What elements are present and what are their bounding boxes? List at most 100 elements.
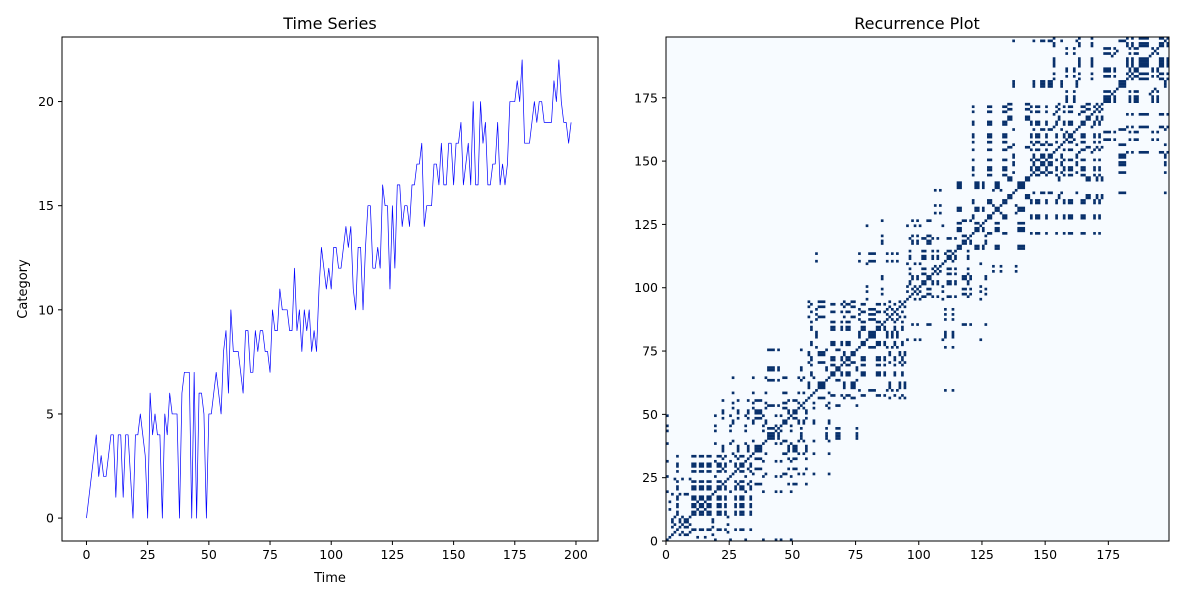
recurrence-cell [830, 325, 836, 329]
recurrence-cell [1040, 161, 1046, 164]
recurrence-cell [734, 505, 737, 509]
recurrence-cell [911, 287, 914, 291]
recurrence-cell [810, 302, 813, 306]
recurrence-cell [1029, 201, 1033, 205]
recurrence-cell [971, 148, 975, 152]
recurrence-cell [971, 110, 975, 114]
recurrence-cell [1062, 133, 1066, 136]
recurrence-cell [984, 242, 988, 245]
recurrence-cell [883, 302, 887, 306]
recurrence-plot-frame [665, 36, 1170, 542]
recurrence-cell [931, 272, 935, 276]
recurrence-cell [906, 338, 909, 342]
recurrence-cell [1156, 97, 1160, 101]
recurrence-cell [936, 249, 940, 253]
recurrence-cell [1012, 39, 1015, 43]
recurrence-cell [1052, 44, 1056, 48]
recurrence-cell [865, 290, 869, 293]
recurrence-cell [746, 409, 750, 412]
recurrence-cell [1024, 115, 1031, 119]
recurrence-cell [868, 345, 876, 349]
recurrence-cell [827, 419, 831, 423]
recurrence-cell [845, 343, 851, 347]
recurrence-cell [1052, 37, 1056, 40]
recurrence-cell [1151, 67, 1154, 71]
recurrence-cell [1080, 173, 1086, 177]
recurrence-cell [1072, 97, 1076, 101]
recurrence-cell [893, 343, 897, 347]
recurrence-cell [954, 280, 957, 283]
recurrence-cell [817, 315, 826, 319]
recurrence-cell [1156, 90, 1160, 93]
recurrence-cell [875, 371, 881, 374]
recurrence-cell [1062, 158, 1066, 162]
recurrence-cell [936, 272, 940, 276]
recurrence-cell [1151, 130, 1154, 134]
recurrence-cell [807, 300, 811, 304]
recurrence-cell [825, 427, 828, 430]
y-tick-label: 0 [46, 511, 54, 526]
recurrence-cell [1138, 77, 1149, 81]
recurrence-cell [971, 214, 975, 217]
recurrence-cell [767, 368, 775, 372]
recurrence-cell [875, 394, 881, 397]
recurrence-cell [817, 383, 826, 387]
recurrence-cell [987, 201, 993, 205]
recurrence-cell [671, 533, 674, 537]
recurrence-cell [954, 257, 957, 261]
recurrence-cell [913, 285, 917, 288]
recurrence-cell [883, 310, 887, 314]
recurrence-cell [835, 437, 841, 440]
recurrence-cell [938, 211, 942, 215]
recurrence-cell [1163, 39, 1167, 43]
recurrence-cell [1057, 194, 1061, 197]
recurrence-cell [875, 363, 881, 367]
recurrence-cell [1151, 90, 1154, 93]
recurrence-cell [1024, 194, 1031, 197]
recurrence-cell [901, 343, 904, 347]
recurrence-cell [779, 424, 783, 428]
recurrence-cell [1098, 168, 1101, 172]
recurrence-cell [1052, 112, 1056, 116]
recurrence-cell [815, 313, 818, 316]
recurrence-cell [961, 275, 967, 278]
recurrence-cell [767, 348, 775, 352]
recurrence-cell [1138, 125, 1149, 129]
recurrence-cell [1029, 199, 1033, 202]
recurrence-cell [835, 404, 841, 407]
recurrence-cell [1151, 74, 1154, 78]
recurrence-cell [1045, 173, 1048, 177]
recurrence-cell [792, 457, 798, 461]
recurrence-cell [860, 373, 866, 377]
recurrence-cell [802, 376, 806, 380]
recurrence-cell [1052, 125, 1056, 129]
recurrence-cell [1040, 82, 1046, 86]
recurrence-cell [1098, 110, 1101, 114]
recurrence-cell [911, 323, 914, 326]
recurrence-cell [762, 424, 765, 428]
recurrence-cell [1040, 128, 1046, 131]
recurrence-cell [1032, 39, 1036, 43]
recurrence-cell [1024, 145, 1031, 149]
recurrence-cell [941, 285, 945, 288]
recurrence-cell [774, 538, 778, 542]
recurrence-cell [671, 518, 674, 521]
recurrence-cell [1095, 102, 1099, 106]
recurrence-cell [885, 330, 889, 334]
recurrence-cell [1166, 42, 1170, 45]
recurrence-cell [944, 333, 947, 336]
recurrence-cell [1035, 166, 1041, 169]
recurrence-cell [706, 454, 712, 458]
recurrence-cell [1133, 67, 1139, 71]
recurrence-cell [956, 206, 962, 210]
recurrence-cell [789, 429, 793, 433]
recurrence-cell [1163, 161, 1167, 164]
recurrence-cell [716, 495, 722, 499]
recurrence-cell [805, 457, 808, 461]
recurrence-cell [981, 186, 985, 190]
recurrence-cell [676, 510, 679, 514]
recurrence-cell [830, 394, 836, 397]
recurrence-cell [774, 442, 778, 445]
recurrence-cell [987, 166, 993, 169]
recurrence-cell [1133, 100, 1139, 103]
